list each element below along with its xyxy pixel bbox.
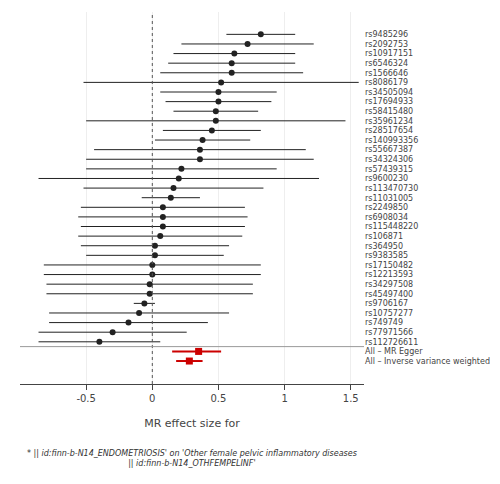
svg-text:rs8086179: rs8086179 — [365, 78, 408, 87]
svg-text:0.5: 0.5 — [211, 393, 227, 404]
svg-text:rs45497400: rs45497400 — [365, 290, 413, 299]
svg-text:rs12213593: rs12213593 — [365, 270, 413, 279]
svg-text:rs9485296: rs9485296 — [365, 30, 408, 39]
svg-text:rs58415480: rs58415480 — [365, 107, 413, 116]
svg-text:* || id:finn-b-N14_ENDOMETRIOS: * || id:finn-b-N14_ENDOMETRIOSIS' on 'Ot… — [27, 449, 357, 468]
svg-text:rs6908034: rs6908034 — [365, 213, 408, 222]
svg-text:rs34297508: rs34297508 — [365, 280, 413, 289]
svg-text:0: 0 — [149, 393, 155, 404]
svg-text:rs10757277: rs10757277 — [365, 309, 413, 318]
svg-text:rs28517654: rs28517654 — [365, 126, 413, 135]
svg-text:rs17150482: rs17150482 — [365, 261, 413, 270]
svg-text:rs364950: rs364950 — [365, 242, 403, 251]
svg-text:All – Inverse variance weighte: All – Inverse variance weighted — [365, 357, 490, 366]
svg-text:rs749749: rs749749 — [365, 318, 403, 327]
svg-text:rs2092753: rs2092753 — [365, 40, 408, 49]
svg-text:rs1566646: rs1566646 — [365, 69, 408, 78]
svg-text:rs2249850: rs2249850 — [365, 203, 408, 212]
svg-text:All – MR Egger: All – MR Egger — [365, 347, 423, 356]
svg-text:rs140993356: rs140993356 — [365, 136, 418, 145]
svg-text:rs10917151: rs10917151 — [365, 49, 413, 58]
svg-text:rs11031005: rs11031005 — [365, 193, 413, 202]
svg-text:1: 1 — [281, 393, 287, 404]
svg-text:rs55667387: rs55667387 — [365, 145, 413, 154]
svg-text:rs115448220: rs115448220 — [365, 222, 418, 231]
svg-text:rs113470730: rs113470730 — [365, 184, 418, 193]
svg-text:rs34324306: rs34324306 — [365, 155, 413, 164]
svg-text:rs77971566: rs77971566 — [365, 328, 413, 337]
svg-text:rs17694933: rs17694933 — [365, 97, 413, 106]
svg-text:MR effect size for: MR effect size for — [144, 417, 240, 430]
svg-text:rs9706167: rs9706167 — [365, 299, 408, 308]
svg-text:-0.5: -0.5 — [76, 393, 96, 404]
svg-text:rs34505094: rs34505094 — [365, 88, 413, 97]
svg-text:rs57439315: rs57439315 — [365, 165, 413, 174]
svg-text:1.5: 1.5 — [343, 393, 359, 404]
svg-text:rs9383585: rs9383585 — [365, 251, 408, 260]
svg-text:rs112726611: rs112726611 — [365, 338, 418, 347]
svg-text:rs6546324: rs6546324 — [365, 59, 408, 68]
svg-text:rs9600230: rs9600230 — [365, 174, 408, 183]
svg-text:rs106871: rs106871 — [365, 232, 403, 241]
svg-text:rs35961234: rs35961234 — [365, 117, 413, 126]
